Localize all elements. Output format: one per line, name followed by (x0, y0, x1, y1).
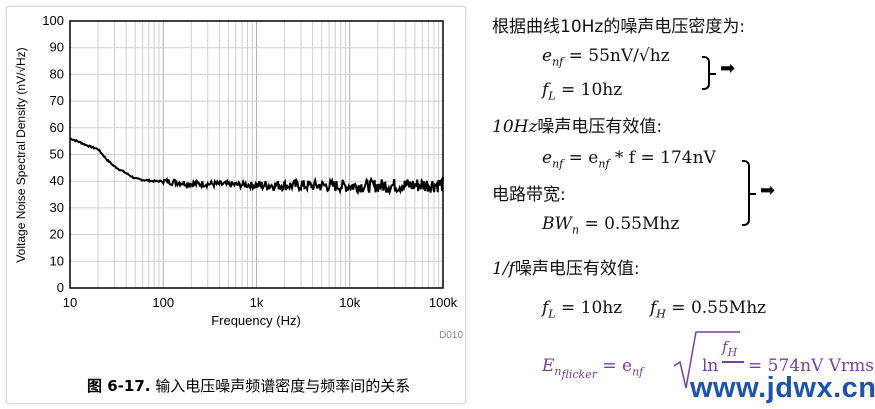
bw-formula: BWn = 0.55Mhz (542, 214, 680, 237)
y-tick-label: 30 (50, 200, 64, 215)
y-tick-label: 20 (50, 227, 64, 242)
fL-formula: fL = 10hz (542, 80, 623, 103)
fH-formula: fH = 0.55Mhz (650, 298, 767, 321)
flicker-ln: ln (702, 356, 719, 376)
sqrt-symbol (673, 331, 740, 389)
notes-panel: 根据曲线10Hz的噪声电压密度为: enf = 55nV/√hz fL = 10… (470, 0, 875, 409)
fraction-bar (722, 361, 744, 363)
arrow-icon: ➡ (720, 58, 736, 78)
y-tick-label: 10 (50, 253, 64, 268)
y-tick-label: 80 (50, 66, 64, 81)
x-tick-label: 10 (63, 295, 77, 310)
fL2-formula: fL = 10hz (542, 298, 623, 321)
note-line-2-text: 噪声电压有效值: (537, 117, 663, 137)
flicker-eq: = e (602, 356, 633, 376)
enf-rms-eq: = e (568, 148, 599, 168)
note-line-4-prefix: 1/f (492, 259, 515, 279)
figure-number: 图 6-17. (87, 377, 151, 395)
fH-value: = 0.55Mhz (671, 298, 767, 318)
enf-value: = 55nV/√hz (568, 46, 670, 66)
enf-rms-formula: enf = enf * f = 174nV (542, 148, 716, 171)
x-tick-label: 1k (250, 295, 264, 310)
y-tick-label: 40 (50, 173, 64, 188)
x-tick-label: 100 (152, 295, 174, 310)
x-tick-label: 100k (429, 295, 458, 310)
brace-1 (702, 56, 716, 90)
x-axis-label: Frequency (Hz) (211, 313, 301, 328)
flicker-formula: Enflicker = enf (542, 356, 644, 382)
note-line-3: 电路带宽: (492, 185, 566, 205)
fL2-value: = 10hz (561, 298, 623, 318)
figure-caption: 图 6-17. 输入电压噪声频谱密度与频率间的关系 (87, 375, 410, 396)
enf-rms-value: * f = 174nV (609, 148, 716, 168)
x-tick-label: 10k (339, 295, 360, 310)
y-tick-label: 60 (50, 120, 64, 135)
figure-card: 0 10 20 30 40 50 60 70 80 90 100 10 100 1k 10k 100k Fre… (6, 6, 466, 404)
caption-text: 输入电压噪声频谱密度与频率间的关系 (155, 377, 411, 395)
y-tick-label: 100 (42, 13, 64, 28)
note-line-4: 1/f噪声电压有效值: (492, 254, 640, 279)
note-line-1: 根据曲线10Hz的噪声电压密度为: (492, 17, 746, 37)
y-tick-label: 70 (50, 93, 64, 108)
series-line (69, 137, 444, 196)
flicker-result: = 574nV Vrms (748, 356, 874, 376)
figure-id: D010 (439, 330, 463, 341)
bw-value: = 0.55Mhz (584, 214, 680, 234)
brace-2 (742, 160, 756, 226)
note-line-4-text: 噪声电压有效值: (514, 259, 640, 279)
watermark: www.jdwx.cn (690, 372, 875, 404)
y-tick-label: 50 (50, 147, 64, 162)
note-line-2: 10Hz噪声电压有效值: (492, 112, 662, 137)
enf-formula: enf = 55nV/√hz (542, 46, 670, 69)
plot-frame (69, 20, 444, 289)
arrow-icon: ➡ (760, 180, 776, 200)
y-tick-label: 90 (50, 40, 64, 55)
y-axis-label: Voltage Noise Spectral Density (nV/√Hz) (14, 47, 28, 262)
note-line-2-freq: 10Hz (492, 117, 538, 137)
y-tick-label: 0 (57, 280, 64, 295)
fL-value: = 10hz (561, 80, 623, 100)
flicker-fraction-top: fH (722, 338, 738, 359)
